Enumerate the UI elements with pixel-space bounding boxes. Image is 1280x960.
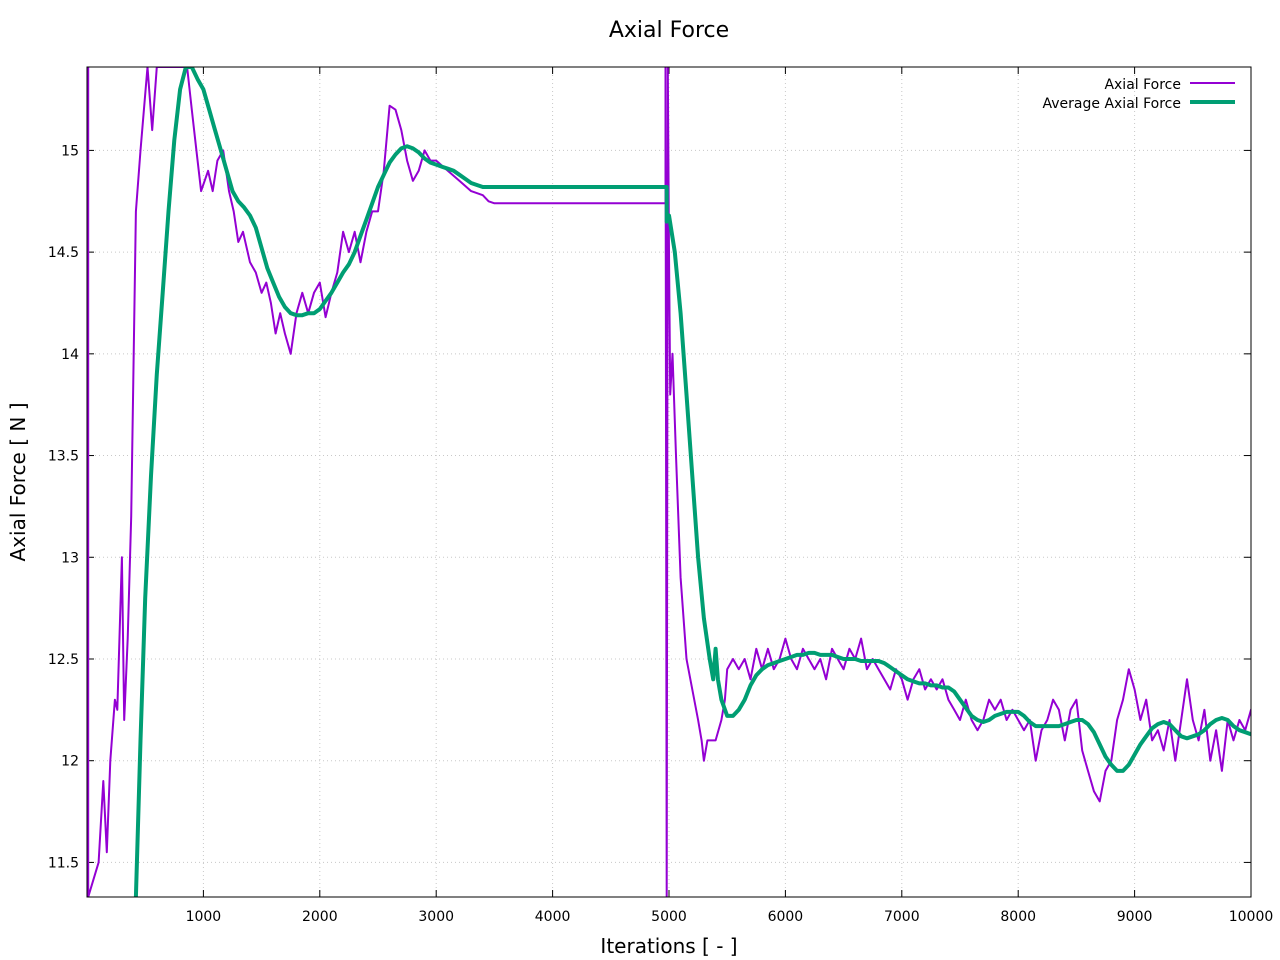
legend-label-axial-force: Axial Force bbox=[1104, 77, 1181, 93]
x-tick-label: 8000 bbox=[1000, 909, 1036, 925]
x-tick-label: 10000 bbox=[1229, 909, 1274, 925]
y-tick-label: 12.5 bbox=[48, 652, 79, 668]
x-tick-label: 2000 bbox=[302, 909, 338, 925]
x-tick-label: 5000 bbox=[651, 909, 687, 925]
y-axis-label: Axial Force [ N ] bbox=[6, 403, 30, 562]
x-tick-label: 1000 bbox=[186, 909, 222, 925]
series-layer bbox=[87, 67, 1251, 897]
y-tick-label: 12 bbox=[61, 754, 79, 770]
x-tick-label: 6000 bbox=[768, 909, 804, 925]
x-tick-label: 3000 bbox=[418, 909, 454, 925]
y-tick-label: 14 bbox=[61, 347, 79, 363]
series-line-average-axial-force bbox=[133, 67, 1251, 897]
tick-layer: 1000 2000 3000 4000 5000 6000 7000 8000 9000 1000… bbox=[48, 67, 1273, 925]
x-tick-label: 4000 bbox=[535, 909, 571, 925]
y-tick-label: 13 bbox=[61, 550, 79, 566]
legend-label-average-axial-force: Average Axial Force bbox=[1043, 96, 1182, 112]
plot-frame bbox=[86, 66, 1252, 898]
y-tick-label: 15 bbox=[61, 143, 79, 159]
chart-title: Axial Force bbox=[609, 18, 729, 43]
x-axis-label: Iterations [ - ] bbox=[600, 934, 737, 958]
y-tick-label: 13.5 bbox=[48, 449, 79, 465]
x-tick-label: 7000 bbox=[884, 909, 920, 925]
series-line-axial-force bbox=[87, 67, 1251, 897]
y-tick-label: 14.5 bbox=[48, 245, 79, 261]
legend: Axial Force Average Axial Force bbox=[1043, 77, 1235, 112]
y-tick-label: 11.5 bbox=[48, 855, 79, 871]
x-tick-label: 9000 bbox=[1117, 909, 1153, 925]
